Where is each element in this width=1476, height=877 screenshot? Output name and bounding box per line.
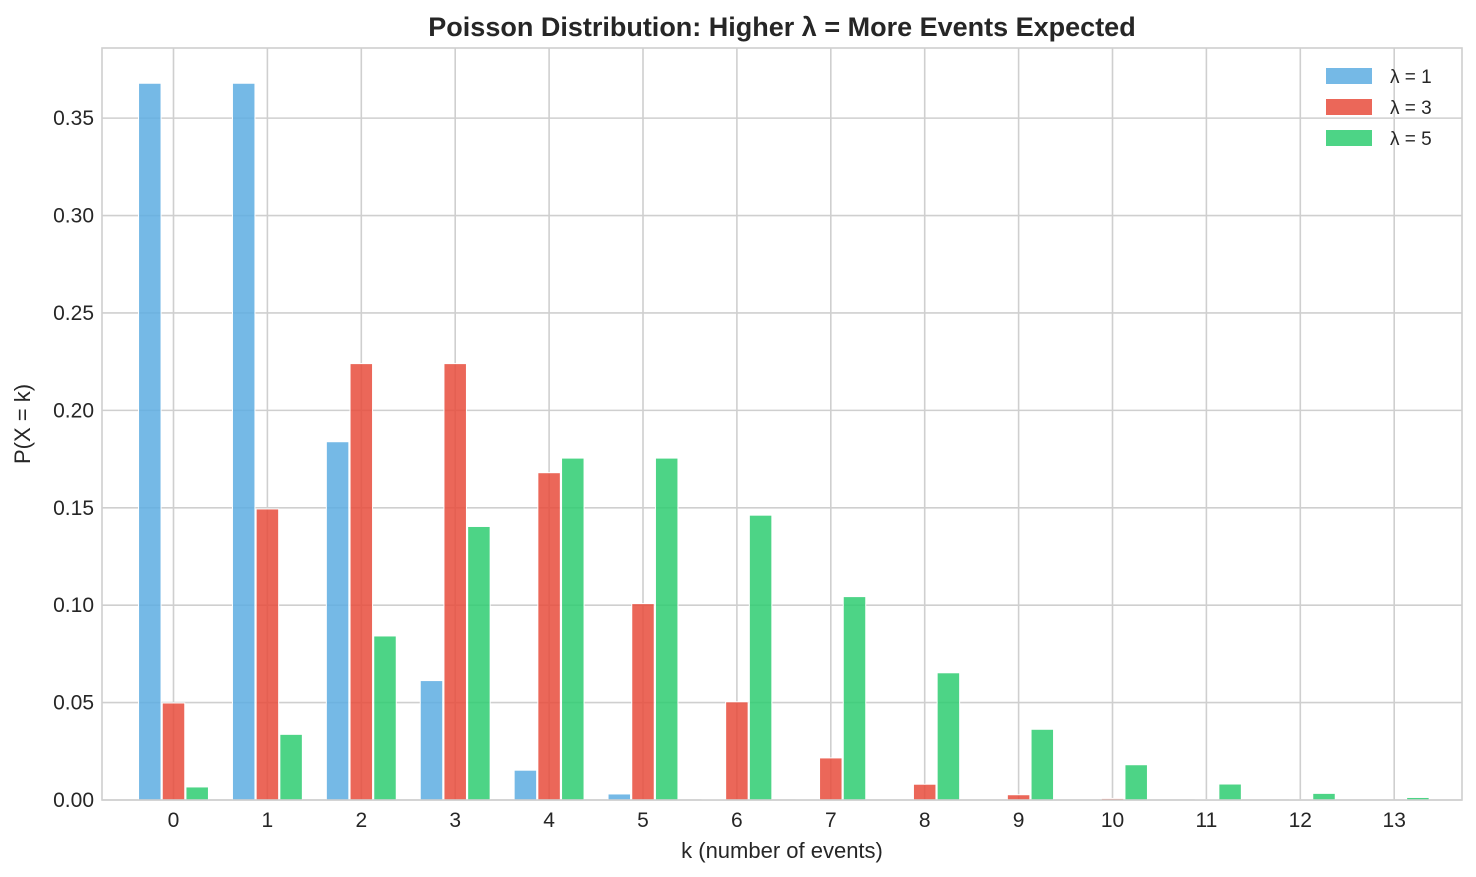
legend-swatch [1326, 68, 1372, 84]
y-tick-label: 0.25 [53, 302, 94, 325]
x-tick-label: 1 [262, 809, 274, 832]
x-tick-label: 5 [637, 809, 649, 832]
y-tick-label: 0.05 [53, 692, 94, 715]
y-axis-label: P(X = k) [10, 384, 35, 464]
chart-title: Poisson Distribution: Higher λ = More Ev… [428, 12, 1135, 42]
y-tick-label: 0.35 [53, 107, 94, 130]
bar-3-k1 [255, 508, 280, 801]
y-tick-label: 0.20 [53, 399, 94, 422]
bar-5-k11 [1218, 783, 1242, 801]
x-tick-label: 11 [1195, 809, 1217, 832]
y-tick-label: 0.10 [53, 594, 94, 617]
bar-5-k12 [1312, 792, 1336, 801]
bar-3-k4 [537, 472, 561, 801]
x-tick-label: 3 [449, 809, 461, 832]
bar-1-k0 [138, 82, 162, 801]
bar-1-k5 [607, 793, 632, 801]
legend: λ = 1 λ = 3 λ = 5 [1326, 67, 1432, 150]
bar-5-k0 [185, 786, 209, 801]
bar-5-k2 [373, 635, 397, 801]
legend-label: λ = 3 [1390, 98, 1432, 119]
bar-5-k4 [561, 457, 585, 801]
y-tick-label: 0.30 [53, 205, 94, 228]
x-tick-label: 6 [731, 809, 743, 832]
x-tick-label: 12 [1289, 809, 1312, 832]
grid-lines [102, 48, 1462, 801]
bar-1-k4 [513, 769, 538, 801]
legend-swatch [1326, 130, 1372, 146]
y-tick-labels: 0.00 0.05 0.10 0.15 0.20 0.25 0.30 0.35 [53, 107, 94, 812]
bar-5-k3 [467, 525, 491, 801]
bar-5-k7 [842, 596, 867, 801]
bar-5-k1 [279, 733, 303, 801]
legend-swatch [1326, 99, 1372, 115]
x-tick-label: 8 [919, 809, 931, 832]
x-tick-label: 2 [355, 809, 367, 832]
legend-label: λ = 1 [1390, 67, 1432, 88]
bar-1-k3 [419, 680, 444, 801]
x-axis-label: k (number of events) [681, 838, 883, 863]
bar-1-k1 [231, 82, 256, 801]
x-tick-labels: 0 1 2 3 4 5 6 7 8 9 10 11 12 13 [168, 809, 1406, 832]
bar-5-k5 [654, 457, 679, 801]
bar-5-k6 [748, 514, 773, 801]
x-tick-label: 13 [1383, 809, 1406, 832]
bar-3-k5 [631, 603, 655, 801]
x-tick-label: 7 [825, 809, 837, 832]
bar-5-k8 [936, 672, 961, 801]
bar-3-k6 [725, 701, 749, 801]
bar-3-k3 [443, 363, 467, 801]
x-tick-label: 4 [543, 809, 555, 832]
bar-3-k7 [819, 757, 843, 801]
x-tick-label: 9 [1013, 809, 1025, 832]
y-tick-label: 0.00 [53, 789, 94, 812]
bar-5-k10 [1124, 764, 1148, 801]
plot-frame [101, 47, 1463, 801]
y-tick-label: 0.15 [53, 497, 94, 520]
bar-3-k8 [912, 783, 937, 801]
legend-label: λ = 5 [1390, 129, 1432, 150]
bar-5-k9 [1030, 728, 1055, 801]
bars [138, 82, 1430, 801]
x-tick-label: 0 [168, 809, 180, 832]
bar-3-k0 [161, 702, 186, 801]
bar-3-k2 [349, 363, 374, 801]
x-tick-label: 10 [1101, 809, 1124, 832]
bar-1-k2 [325, 441, 350, 801]
